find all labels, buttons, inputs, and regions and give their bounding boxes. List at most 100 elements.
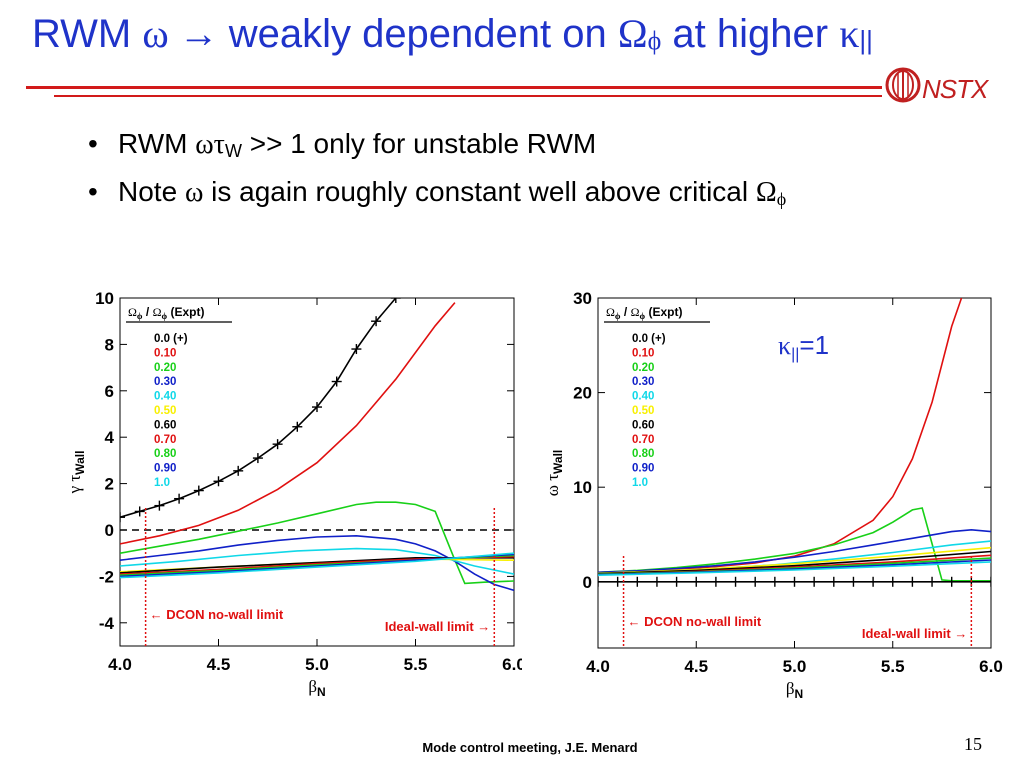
series-line-2 <box>598 507 991 582</box>
series-marker <box>252 453 263 464</box>
legend-entry: 0.80 <box>154 448 176 460</box>
title-arrow: → <box>168 11 229 56</box>
ideal-wall-limit-label: Ideal-wall limit → <box>385 619 490 634</box>
title-part2: weakly dependent on <box>228 12 618 56</box>
legend-entry: 0.60 <box>154 419 176 431</box>
x-axis-label: βN <box>786 679 803 701</box>
bullet-text-2: Note ω is again roughly constant well ab… <box>118 176 786 210</box>
series-marker <box>710 576 721 587</box>
x-axis-label-main: β <box>786 679 795 698</box>
y-tick-label: 0 <box>583 573 592 592</box>
ideal-wall-limit-label: Ideal-wall limit → <box>862 626 967 641</box>
x-axis-label-main: β <box>308 677 317 696</box>
bullet-1-sub: W <box>224 141 242 161</box>
page-number: 15 <box>964 734 982 754</box>
series-marker <box>632 576 643 587</box>
bullet-text-1: RWM ωτW >> 1 only for unstable RWM <box>118 128 596 162</box>
legend-title-sub: ϕ <box>137 311 143 321</box>
series-line-6 <box>598 550 991 575</box>
legend-entry: 0.0 (+) <box>632 333 666 345</box>
legend-title-mid: / <box>621 305 631 319</box>
series-marker <box>868 576 879 587</box>
series-marker <box>272 439 283 450</box>
y-tick-label: -4 <box>99 614 115 633</box>
legend-entry: 0.70 <box>154 434 176 446</box>
series-line-3 <box>120 534 514 592</box>
series-marker <box>848 576 859 587</box>
legend-title-sub2: ϕ <box>161 311 167 321</box>
legend-entry: 0.90 <box>632 463 654 475</box>
x-tick-label: 4.5 <box>207 655 231 674</box>
series-marker <box>769 576 780 587</box>
legend-entry: 0.40 <box>154 391 176 403</box>
series-marker <box>887 576 898 587</box>
y-tick-label: 8 <box>105 335 114 354</box>
series-marker <box>907 576 918 587</box>
series-marker <box>828 576 839 587</box>
nstx-logo-icon <box>885 67 921 103</box>
x-axis-label-sub: N <box>317 685 326 699</box>
series-marker <box>946 576 957 587</box>
legend-title-sub: ϕ <box>615 311 621 321</box>
series-marker <box>927 576 938 587</box>
series-line-1 <box>120 302 456 545</box>
legend-entry: 0.90 <box>154 463 176 475</box>
title-rule-top <box>26 86 882 89</box>
legend-title-tail: (Expt) <box>645 305 682 319</box>
series-marker <box>154 500 165 511</box>
dcon-limit-label: ← DCON no-wall limit <box>150 607 284 622</box>
y-tick-label: 10 <box>95 290 114 308</box>
series-marker <box>233 465 244 476</box>
bullet-2-sub2: ϕ <box>776 189 787 209</box>
series-marker <box>174 493 185 504</box>
series-marker <box>750 576 761 587</box>
bullet-dot-icon: • <box>88 128 98 159</box>
title-part3: at higher <box>661 12 840 56</box>
y-axis-label-sub: Wall <box>73 451 87 475</box>
y-tick-label: 30 <box>573 290 592 308</box>
legend-entry: 0.70 <box>632 434 654 446</box>
series-marker <box>134 506 145 517</box>
bullet-1-greek: ωτ <box>195 129 225 160</box>
kappa-symbol: κ <box>778 331 791 360</box>
growth-rate-chart: 10 8 6 4 2 0 -2 -4 4.0 4.5 5.0 5.5 6.0 βN γ τWall ← DCO… <box>52 289 526 715</box>
series-marker <box>351 344 362 355</box>
legend-title-omega: Ω <box>128 305 137 319</box>
title-Omega: Ω <box>617 11 648 56</box>
legend-entry: 1.0 <box>632 477 648 489</box>
kappa-sub: || <box>791 346 799 363</box>
y-tick-label: 10 <box>573 478 592 497</box>
x-tick-label: 6.0 <box>979 657 1003 676</box>
x-tick-label: 5.5 <box>404 655 428 674</box>
series-marker <box>292 421 303 432</box>
bullet-dot-icon: • <box>88 176 98 207</box>
legend-title: Ωϕ / Ωϕ (Expt) <box>128 305 204 321</box>
series-marker <box>691 576 702 587</box>
y-axis-label-sub: Wall <box>551 450 565 474</box>
bullet-1-post: >> 1 only for unstable RWM <box>241 128 597 159</box>
y-tick-label: 0 <box>105 521 114 540</box>
series-line-2 <box>120 501 514 585</box>
y-tick-label: -2 <box>99 567 114 586</box>
series-marker <box>789 576 800 587</box>
x-tick-label: 4.5 <box>684 657 708 676</box>
legend-entry: 0.10 <box>154 347 176 359</box>
series-marker <box>331 376 342 387</box>
x-tick-label: 4.0 <box>108 655 132 674</box>
bullet-2-greek: ω <box>184 177 204 208</box>
legend-entry: 1.0 <box>154 477 170 489</box>
x-axis-label-sub: N <box>794 687 803 701</box>
y-tick-label: 4 <box>105 428 115 447</box>
series-marker <box>809 576 820 587</box>
series-marker <box>612 576 623 587</box>
legend-entry: 0.60 <box>632 419 654 431</box>
series-group <box>120 298 514 592</box>
slide-footer: Mode control meeting, J.E. Menard <box>422 740 638 755</box>
bullet-1-pre: RWM <box>118 128 196 159</box>
series-marker <box>213 476 224 487</box>
legend-title-mid: / <box>143 305 153 319</box>
title-rule-bottom <box>54 95 882 97</box>
legend-entry: 0.20 <box>632 362 654 374</box>
